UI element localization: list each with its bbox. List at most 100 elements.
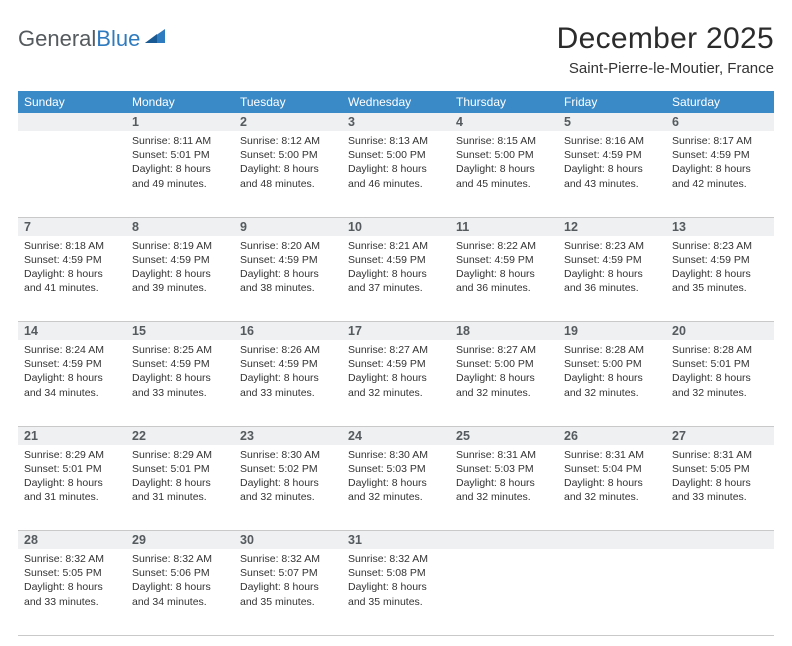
day-number: 17 — [342, 322, 450, 341]
day-number: 12 — [558, 217, 666, 236]
day-cell: Sunrise: 8:32 AMSunset: 5:07 PMDaylight:… — [234, 549, 342, 635]
day-number-row: 21222324252627 — [18, 426, 774, 445]
day-cell-text: Sunrise: 8:31 AMSunset: 5:03 PMDaylight:… — [450, 445, 558, 511]
day-number: 19 — [558, 322, 666, 341]
empty-day-number — [450, 531, 558, 550]
location-label: Saint-Pierre-le-Moutier, France — [557, 60, 774, 77]
day-cell-text: Sunrise: 8:17 AMSunset: 4:59 PMDaylight:… — [666, 131, 774, 197]
day-number: 9 — [234, 217, 342, 236]
calendar-table: SundayMondayTuesdayWednesdayThursdayFrid… — [18, 91, 774, 636]
weekday-header: Tuesday — [234, 91, 342, 113]
day-cell: Sunrise: 8:28 AMSunset: 5:00 PMDaylight:… — [558, 340, 666, 426]
day-cell: Sunrise: 8:31 AMSunset: 5:03 PMDaylight:… — [450, 445, 558, 531]
day-cell-text: Sunrise: 8:29 AMSunset: 5:01 PMDaylight:… — [18, 445, 126, 511]
weekday-header: Monday — [126, 91, 234, 113]
day-cell-text — [18, 131, 126, 140]
day-cell: Sunrise: 8:27 AMSunset: 4:59 PMDaylight:… — [342, 340, 450, 426]
day-cell: Sunrise: 8:24 AMSunset: 4:59 PMDaylight:… — [18, 340, 126, 426]
empty-day-number — [18, 113, 126, 131]
weekday-header-row: SundayMondayTuesdayWednesdayThursdayFrid… — [18, 91, 774, 113]
title-block: December 2025 Saint-Pierre-le-Moutier, F… — [557, 22, 774, 77]
day-body-row: Sunrise: 8:24 AMSunset: 4:59 PMDaylight:… — [18, 340, 774, 426]
day-cell-text: Sunrise: 8:27 AMSunset: 5:00 PMDaylight:… — [450, 340, 558, 406]
day-number-row: 14151617181920 — [18, 322, 774, 341]
brand-logo: GeneralBlue — [18, 22, 167, 50]
day-cell: Sunrise: 8:30 AMSunset: 5:03 PMDaylight:… — [342, 445, 450, 531]
day-number: 26 — [558, 426, 666, 445]
day-number: 24 — [342, 426, 450, 445]
day-number: 16 — [234, 322, 342, 341]
day-number: 11 — [450, 217, 558, 236]
day-body-row: Sunrise: 8:11 AMSunset: 5:01 PMDaylight:… — [18, 131, 774, 217]
day-number: 27 — [666, 426, 774, 445]
day-cell-text: Sunrise: 8:32 AMSunset: 5:05 PMDaylight:… — [18, 549, 126, 615]
day-cell-text: Sunrise: 8:15 AMSunset: 5:00 PMDaylight:… — [450, 131, 558, 197]
weekday-header: Saturday — [666, 91, 774, 113]
day-number-row: 123456 — [18, 113, 774, 131]
day-number: 23 — [234, 426, 342, 445]
day-cell-text: Sunrise: 8:32 AMSunset: 5:07 PMDaylight:… — [234, 549, 342, 615]
day-cell: Sunrise: 8:15 AMSunset: 5:00 PMDaylight:… — [450, 131, 558, 217]
day-cell: Sunrise: 8:27 AMSunset: 5:00 PMDaylight:… — [450, 340, 558, 426]
day-cell: Sunrise: 8:32 AMSunset: 5:06 PMDaylight:… — [126, 549, 234, 635]
day-cell-text: Sunrise: 8:16 AMSunset: 4:59 PMDaylight:… — [558, 131, 666, 197]
day-number: 4 — [450, 113, 558, 131]
day-cell: Sunrise: 8:32 AMSunset: 5:05 PMDaylight:… — [18, 549, 126, 635]
day-number: 14 — [18, 322, 126, 341]
day-number: 30 — [234, 531, 342, 550]
day-cell: Sunrise: 8:22 AMSunset: 4:59 PMDaylight:… — [450, 236, 558, 322]
day-cell-text: Sunrise: 8:25 AMSunset: 4:59 PMDaylight:… — [126, 340, 234, 406]
day-number: 8 — [126, 217, 234, 236]
day-cell-text: Sunrise: 8:19 AMSunset: 4:59 PMDaylight:… — [126, 236, 234, 302]
day-number: 10 — [342, 217, 450, 236]
month-title: December 2025 — [557, 22, 774, 56]
day-cell: Sunrise: 8:21 AMSunset: 4:59 PMDaylight:… — [342, 236, 450, 322]
empty-day-cell — [450, 549, 558, 635]
day-cell-text: Sunrise: 8:30 AMSunset: 5:03 PMDaylight:… — [342, 445, 450, 511]
day-number-row: 78910111213 — [18, 217, 774, 236]
day-number: 29 — [126, 531, 234, 550]
day-number: 7 — [18, 217, 126, 236]
day-number: 28 — [18, 531, 126, 550]
day-body-row: Sunrise: 8:32 AMSunset: 5:05 PMDaylight:… — [18, 549, 774, 635]
day-cell-text: Sunrise: 8:20 AMSunset: 4:59 PMDaylight:… — [234, 236, 342, 302]
weekday-header: Wednesday — [342, 91, 450, 113]
day-cell: Sunrise: 8:17 AMSunset: 4:59 PMDaylight:… — [666, 131, 774, 217]
brand-part2: Blue — [96, 26, 140, 51]
day-body-row: Sunrise: 8:18 AMSunset: 4:59 PMDaylight:… — [18, 236, 774, 322]
day-cell: Sunrise: 8:31 AMSunset: 5:05 PMDaylight:… — [666, 445, 774, 531]
day-cell-text: Sunrise: 8:28 AMSunset: 5:00 PMDaylight:… — [558, 340, 666, 406]
day-cell-text: Sunrise: 8:18 AMSunset: 4:59 PMDaylight:… — [18, 236, 126, 302]
day-cell-text: Sunrise: 8:26 AMSunset: 4:59 PMDaylight:… — [234, 340, 342, 406]
day-number: 1 — [126, 113, 234, 131]
day-number: 15 — [126, 322, 234, 341]
empty-day-number — [666, 531, 774, 550]
day-number: 31 — [342, 531, 450, 550]
day-number-row: 28293031 — [18, 531, 774, 550]
day-cell-text: Sunrise: 8:32 AMSunset: 5:08 PMDaylight:… — [342, 549, 450, 615]
day-cell-text: Sunrise: 8:13 AMSunset: 5:00 PMDaylight:… — [342, 131, 450, 197]
day-cell-text: Sunrise: 8:21 AMSunset: 4:59 PMDaylight:… — [342, 236, 450, 302]
day-cell: Sunrise: 8:13 AMSunset: 5:00 PMDaylight:… — [342, 131, 450, 217]
day-cell-text — [450, 549, 558, 558]
day-cell: Sunrise: 8:19 AMSunset: 4:59 PMDaylight:… — [126, 236, 234, 322]
day-cell: Sunrise: 8:12 AMSunset: 5:00 PMDaylight:… — [234, 131, 342, 217]
weekday-header: Friday — [558, 91, 666, 113]
day-cell: Sunrise: 8:29 AMSunset: 5:01 PMDaylight:… — [18, 445, 126, 531]
day-number: 25 — [450, 426, 558, 445]
brand-text: GeneralBlue — [18, 28, 140, 50]
header: GeneralBlue December 2025 Saint-Pierre-l… — [18, 22, 774, 77]
brand-part1: General — [18, 26, 96, 51]
day-cell-text: Sunrise: 8:31 AMSunset: 5:05 PMDaylight:… — [666, 445, 774, 511]
empty-day-cell — [18, 131, 126, 217]
weekday-header: Thursday — [450, 91, 558, 113]
empty-day-cell — [666, 549, 774, 635]
day-cell-text — [558, 549, 666, 558]
day-cell: Sunrise: 8:18 AMSunset: 4:59 PMDaylight:… — [18, 236, 126, 322]
day-number: 2 — [234, 113, 342, 131]
day-number: 6 — [666, 113, 774, 131]
day-cell: Sunrise: 8:16 AMSunset: 4:59 PMDaylight:… — [558, 131, 666, 217]
day-cell-text: Sunrise: 8:12 AMSunset: 5:00 PMDaylight:… — [234, 131, 342, 197]
day-number: 5 — [558, 113, 666, 131]
day-cell-text: Sunrise: 8:11 AMSunset: 5:01 PMDaylight:… — [126, 131, 234, 197]
